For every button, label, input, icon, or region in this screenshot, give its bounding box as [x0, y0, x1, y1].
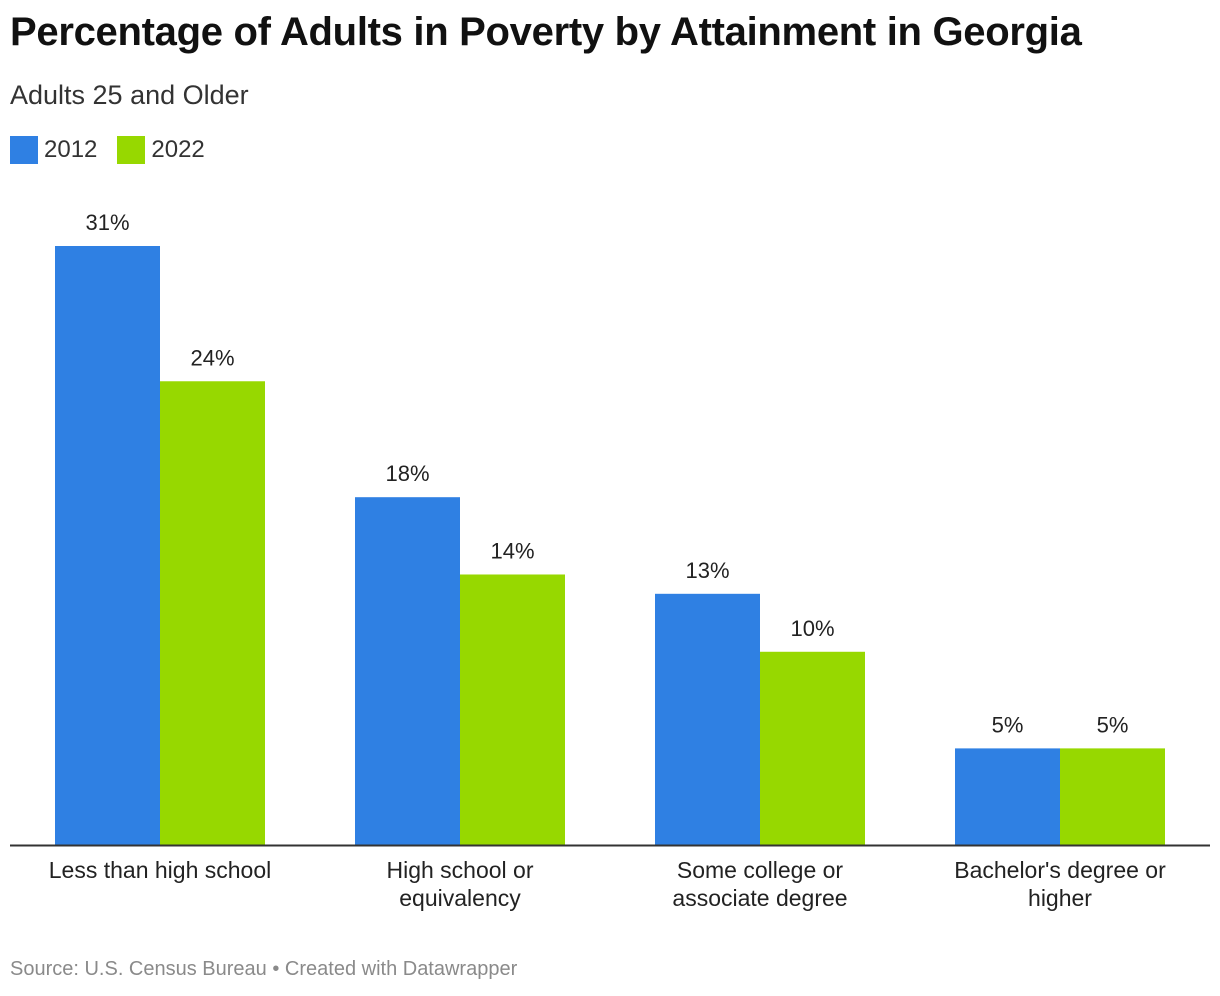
data-label-2022-2: 10% [790, 616, 834, 641]
data-label-2022-1: 14% [490, 538, 534, 563]
data-label-2012-3: 5% [992, 712, 1024, 737]
legend-item-2022: 2022 [117, 136, 205, 164]
bar-2012-0 [55, 246, 160, 845]
bar-2012-3 [955, 748, 1060, 845]
data-label-2022-3: 5% [1097, 712, 1129, 737]
category-label-1: High school or equivalency [386, 857, 533, 911]
bar-2022-0 [160, 381, 265, 845]
category-label-3: Bachelor's degree or higher [954, 857, 1166, 911]
bar-2012-2 [655, 593, 760, 845]
bar-2012-1 [355, 497, 460, 845]
legend-swatch-2022 [117, 136, 146, 164]
category-label-0: Less than high school [49, 857, 272, 883]
legend-item-2012: 2012 [10, 136, 97, 164]
data-label-2022-0: 24% [190, 345, 234, 370]
category-label-2: Some college or associate degree [672, 857, 847, 911]
data-label-2012-1: 18% [385, 461, 429, 486]
legend-label-2012: 2012 [44, 136, 98, 163]
bar-2022-1 [460, 574, 565, 845]
bar-2022-2 [760, 651, 865, 845]
legend-label-2022: 2022 [151, 136, 205, 163]
chart-title: Percentage of Adults in Poverty by Attai… [10, 10, 1082, 54]
legend-swatch-2012 [10, 136, 38, 164]
data-label-2012-0: 31% [85, 210, 129, 235]
chart-subtitle: Adults 25 and Older [10, 80, 249, 110]
bar-2022-3 [1060, 748, 1165, 845]
data-label-2012-2: 13% [685, 558, 729, 583]
legend: 2012 2022 [10, 136, 225, 164]
source-footer: Source: U.S. Census Bureau • Created wit… [10, 958, 518, 980]
